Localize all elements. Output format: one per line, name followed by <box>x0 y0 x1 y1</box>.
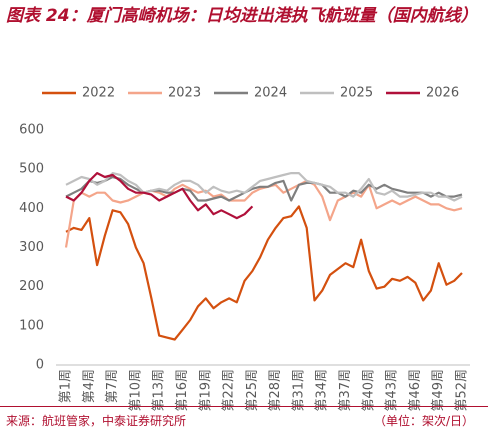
x-tick-label: 第22周 <box>222 369 237 412</box>
x-tick-label: 第19周 <box>198 369 213 412</box>
series-line <box>65 172 254 220</box>
y-tick-label: 100 <box>19 318 44 333</box>
divider <box>0 406 488 407</box>
legend-label: 2024 <box>254 86 287 101</box>
x-tick-label: 第34周 <box>315 369 330 412</box>
series-line <box>65 205 463 341</box>
series-line <box>65 172 463 202</box>
chart-title: 图表 24：厦门高崎机场：日均进出港执飞航班量（国内航线） <box>6 6 478 26</box>
legend-label: 2023 <box>168 86 201 101</box>
x-tick-label: 第49周 <box>431 369 446 412</box>
y-tick-label: 400 <box>19 201 44 216</box>
x-tick-label: 第1周 <box>59 369 74 403</box>
x-tick-label: 第28周 <box>268 369 283 412</box>
x-tick-label: 第7周 <box>105 369 120 403</box>
unit-note: （单位：架次/日） <box>373 414 474 428</box>
x-tick-label: 第16周 <box>175 369 190 412</box>
x-tick-label: 第10周 <box>128 369 143 412</box>
x-tick-label: 第4周 <box>82 369 97 403</box>
x-tick-label: 第52周 <box>455 369 470 412</box>
x-tick-label: 第40周 <box>361 369 376 412</box>
x-tick-label: 第31周 <box>291 369 306 412</box>
legend-label: 2022 <box>82 86 115 101</box>
y-tick-label: 200 <box>19 279 44 294</box>
x-tick-label: 第46周 <box>408 369 423 412</box>
legend-label: 2025 <box>340 86 373 101</box>
y-tick-label: 500 <box>19 162 44 177</box>
x-tick-label: 第43周 <box>385 369 400 412</box>
x-tick-label: 第25周 <box>245 369 260 412</box>
y-tick-label: 0 <box>36 358 44 373</box>
y-tick-label: 300 <box>19 240 44 255</box>
x-tick-label: 第13周 <box>152 369 167 412</box>
series-line <box>65 175 463 202</box>
y-tick-label: 600 <box>19 123 44 138</box>
legend-label: 2026 <box>426 86 459 101</box>
x-tick-label: 第37周 <box>338 369 353 412</box>
source-note: 来源：航班管家，中泰证券研究所 <box>6 414 187 428</box>
